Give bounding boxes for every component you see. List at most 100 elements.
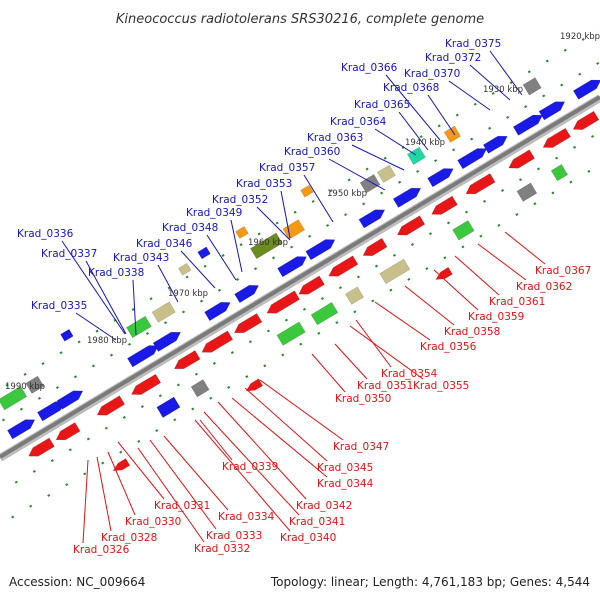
map-title: Kineococcus radiotolerans SRS30216, comp… <box>116 12 484 27</box>
tick-mark <box>302 307 306 311</box>
leader-line-upper <box>157 264 179 303</box>
forward-gene-arrow <box>392 187 422 208</box>
tick-mark <box>145 332 150 335</box>
gene-label-upper: Krad_0348 <box>162 222 218 234</box>
leader-line-lower <box>504 231 546 265</box>
tick-mark <box>338 286 342 290</box>
reverse-gene-arrow <box>396 215 426 236</box>
tick-mark <box>5 383 9 387</box>
leader-line-lower <box>203 411 300 516</box>
gene-label-upper: Krad_0337 <box>41 248 97 260</box>
tick-mark <box>437 124 441 128</box>
tick-mark <box>356 275 360 279</box>
reverse-gene-arrow <box>96 395 126 416</box>
gene-label-upper: Krad_0375 <box>445 38 501 50</box>
tick-mark <box>131 308 135 311</box>
gene-label-upper: Krad_0336 <box>17 228 74 240</box>
feature-box <box>359 174 381 194</box>
leader-line-lower <box>404 285 455 326</box>
tick-mark <box>281 353 285 357</box>
leader-line-lower <box>217 401 307 500</box>
tick-mark <box>29 504 33 508</box>
tick-mark <box>23 372 27 376</box>
kbp-tick-label: 1950 kbp <box>327 189 367 199</box>
gene-label-lower: Krad_0326 <box>73 544 130 556</box>
tick-mark <box>488 126 492 130</box>
reverse-gene-arrow <box>298 275 325 295</box>
leader-line-lower <box>477 243 527 281</box>
tick-mark <box>389 288 393 292</box>
tick-mark <box>176 383 180 387</box>
tick-mark <box>560 83 564 87</box>
tick-mark <box>407 277 411 281</box>
feature-box <box>443 125 461 143</box>
gene-label-lower: Krad_0350 <box>335 393 391 405</box>
small-feature <box>60 328 74 342</box>
tick-mark <box>425 267 429 270</box>
tick-mark <box>122 415 126 419</box>
tick-mark <box>536 167 541 171</box>
forward-gene-arrow <box>358 209 386 229</box>
tick-mark <box>311 200 315 203</box>
tick-mark <box>199 299 204 303</box>
forward-gene-arrow <box>127 345 159 368</box>
reverse-gene-arrow <box>201 330 234 353</box>
small-feature <box>178 262 192 276</box>
tick-mark <box>50 459 54 463</box>
leader-line-lower <box>433 269 479 311</box>
tick-mark <box>272 256 276 260</box>
feature-box <box>376 164 396 183</box>
tick-mark <box>500 189 505 192</box>
tick-mark <box>185 275 189 279</box>
tick-mark <box>573 145 577 149</box>
feature-box <box>310 301 339 326</box>
tick-mark <box>290 245 294 249</box>
gene-label-lower: Krad_0344 <box>317 478 374 490</box>
gene-label-lower: Krad_0359 <box>468 311 524 323</box>
gene-label-lower: Krad_0328 <box>101 532 157 544</box>
feature-box <box>406 146 426 165</box>
tick-mark <box>329 189 333 193</box>
tick-mark <box>392 253 396 257</box>
gene-label-lower: Krad_0358 <box>444 326 500 338</box>
gene-label-upper: Krad_0370 <box>404 68 460 80</box>
tick-mark <box>555 156 559 160</box>
tick-mark <box>284 318 288 322</box>
tick-mark <box>587 169 591 173</box>
feature-box <box>379 258 411 285</box>
tick-mark <box>591 135 595 138</box>
kbp-tick-label: 1960 kbp <box>248 238 288 248</box>
tick-mark <box>1 418 5 422</box>
tick-mark <box>542 94 546 98</box>
forward-gene-arrow <box>56 390 84 410</box>
reverse-gene-arrow <box>362 237 388 256</box>
tick-mark <box>163 321 168 325</box>
tick-mark <box>194 372 198 376</box>
leader-line-lower <box>96 456 112 532</box>
tick-mark <box>55 386 59 389</box>
tick-mark <box>473 102 477 106</box>
feature-box <box>550 164 569 182</box>
tick-mark <box>563 48 567 52</box>
tick-mark <box>344 213 348 217</box>
leader-line-layer <box>61 50 546 544</box>
tick-mark <box>497 223 501 227</box>
leader-line-upper <box>398 111 429 151</box>
gene-label-lower: Krad_0332 <box>194 543 250 555</box>
tick-mark <box>137 439 141 443</box>
kbp-tick-label: 1980 kbp <box>87 336 127 346</box>
tick-mark <box>317 331 321 335</box>
gene-layer <box>0 77 600 471</box>
tick-mark <box>158 394 162 398</box>
gene-label-lower: Krad_0347 <box>333 441 389 453</box>
tick-mark <box>434 159 438 163</box>
feature-box <box>25 375 45 394</box>
tick-mark <box>32 469 36 473</box>
tick-mark <box>455 113 459 117</box>
forward-gene-arrow <box>427 168 454 188</box>
tick-mark <box>461 245 465 249</box>
small-feature <box>197 246 211 260</box>
leader-line-lower <box>231 397 328 478</box>
tick-mark <box>14 480 18 484</box>
